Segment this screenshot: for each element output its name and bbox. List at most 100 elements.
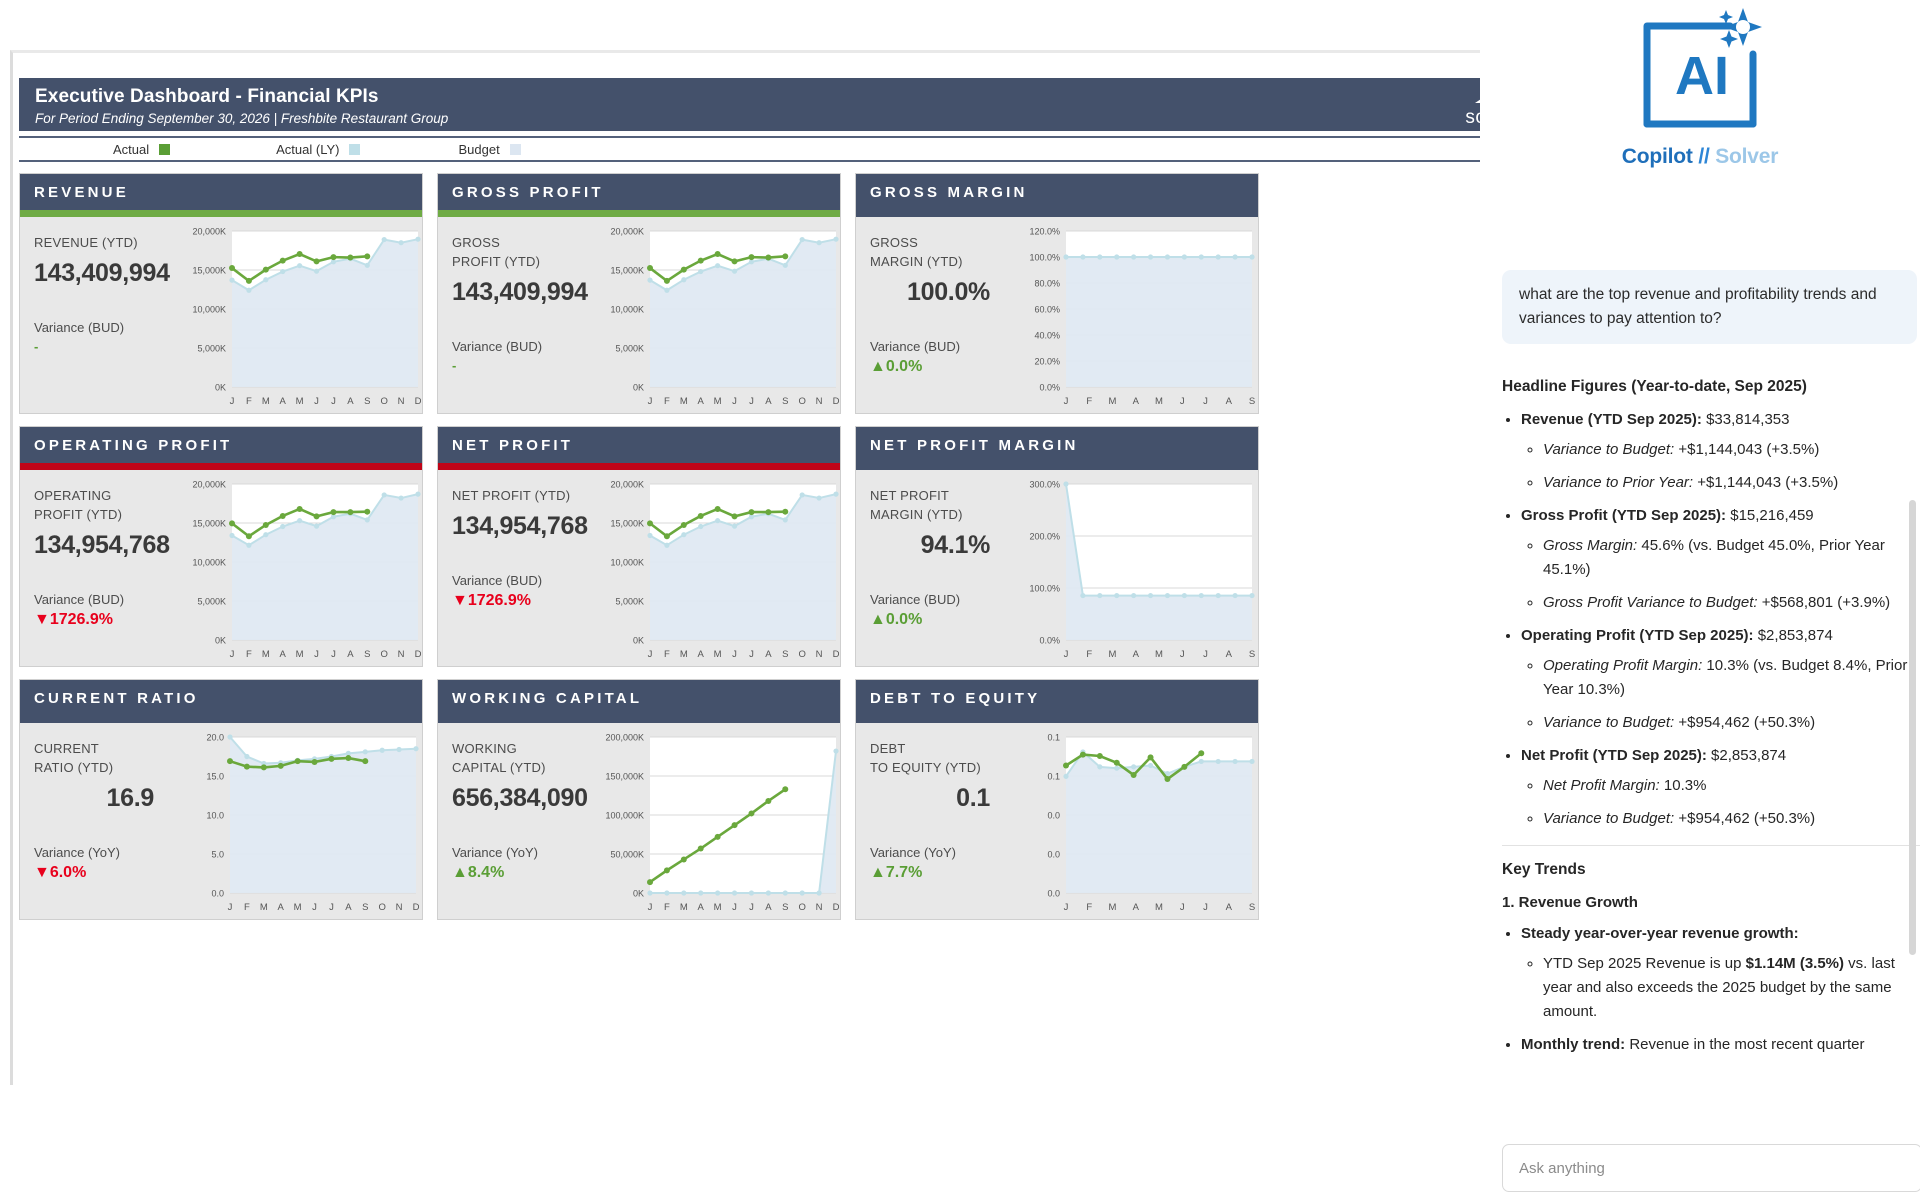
svg-text:J: J bbox=[312, 902, 317, 913]
svg-text:0.0: 0.0 bbox=[211, 889, 224, 899]
kpi-card-gross-margin[interactable]: GROSS MARGIN GROSS MARGIN (YTD) 100.0% Va… bbox=[855, 173, 1259, 414]
svg-text:M: M bbox=[262, 649, 270, 660]
ask-input[interactable]: Ask anything bbox=[1502, 1144, 1920, 1192]
svg-text:O: O bbox=[798, 649, 805, 660]
trend-number-heading: 1. Revenue Growth bbox=[1502, 894, 1638, 911]
kpi-card-grid: REVENUE REVENUE (YTD) 143,409,994 Varian… bbox=[19, 173, 1539, 932]
svg-text:D: D bbox=[414, 649, 421, 660]
kpi-variance-label: Variance (BUD) bbox=[870, 592, 961, 607]
legend-item-actual: Actual bbox=[113, 142, 171, 157]
kpi-variance-label: Variance (BUD) bbox=[34, 592, 125, 607]
svg-text:O: O bbox=[380, 649, 387, 660]
svg-text:J: J bbox=[1180, 902, 1185, 913]
kpi-card-current-ratio[interactable]: CURRENT RATIO CURRENT RATIO (YTD) 16.9 Va… bbox=[19, 679, 423, 920]
trend-bullet-1-label: Steady year-over-year revenue growth: bbox=[1521, 925, 1799, 942]
kpi-card-net-profit[interactable]: NET PROFIT NET PROFIT (YTD) 134,954,768 … bbox=[437, 426, 841, 667]
svg-text:0.0: 0.0 bbox=[1047, 811, 1060, 821]
svg-text:J: J bbox=[647, 649, 652, 660]
svg-text:15,000K: 15,000K bbox=[192, 266, 226, 276]
svg-text:N: N bbox=[397, 649, 404, 660]
sub-label: Operating Profit Margin: bbox=[1543, 657, 1703, 674]
kpi-card-net-profit-margin[interactable]: NET PROFIT MARGIN NET PROFIT MARGIN (YTD)… bbox=[855, 426, 1259, 667]
kpi-card-operating-profit[interactable]: OPERATING PROFIT OPERATING PROFIT (YTD) 1… bbox=[19, 426, 423, 667]
sub-label: Variance to Budget: bbox=[1543, 441, 1675, 458]
svg-text:5,000K: 5,000K bbox=[197, 344, 226, 354]
kpi-metric-label: NET PROFIT MARGIN (YTD) bbox=[870, 488, 963, 522]
kpi-card-body: WORKING CAPITAL (YTD) 656,384,090 Varianc… bbox=[438, 723, 840, 919]
svg-text:M: M bbox=[294, 902, 302, 913]
svg-text:A: A bbox=[345, 902, 352, 913]
list-item: Variance to Budget: +$1,144,043 (+3.5%) bbox=[1543, 438, 1920, 462]
svg-text:150,000K: 150,000K bbox=[605, 772, 644, 782]
svg-text:M: M bbox=[680, 649, 688, 660]
kpi-card-gross-profit[interactable]: GROSS PROFIT GROSS PROFIT (YTD) 143,409,9… bbox=[437, 173, 841, 414]
svg-text:J: J bbox=[749, 396, 754, 407]
svg-text:S: S bbox=[1249, 649, 1255, 660]
list-item: Steady year-over-year revenue growth: YT… bbox=[1521, 922, 1920, 1024]
kpi-value: 0.1 bbox=[956, 784, 990, 812]
svg-text:60.0%: 60.0% bbox=[1034, 305, 1060, 315]
figure-sub-list: Gross Margin: 45.6% (vs. Budget 45.0%, P… bbox=[1521, 534, 1920, 615]
kpi-variance-label: Variance (BUD) bbox=[452, 573, 543, 588]
svg-text:M: M bbox=[1155, 902, 1163, 913]
kpi-metric-label: NET PROFIT (YTD) bbox=[452, 488, 571, 503]
svg-text:J: J bbox=[1180, 649, 1185, 660]
svg-text:A: A bbox=[1133, 649, 1140, 660]
svg-text:F: F bbox=[1086, 649, 1092, 660]
kpi-sparkline-chart: 120.0% 100.0% 80.0% 60.0% 40.0% 20.0% 0.0% J F M A… bbox=[1029, 227, 1255, 408]
kpi-card-row: OPERATING PROFIT OPERATING PROFIT (YTD) 1… bbox=[19, 426, 1539, 667]
svg-text:20.0: 20.0 bbox=[206, 733, 224, 743]
kpi-accent-bar bbox=[856, 716, 1258, 723]
svg-text:100.0%: 100.0% bbox=[1029, 253, 1060, 263]
list-item: Net Profit (YTD Sep 2025): $2,853,874 Ne… bbox=[1521, 744, 1920, 831]
svg-text:80.0%: 80.0% bbox=[1034, 279, 1060, 289]
kpi-variance-label: Variance (YoY) bbox=[34, 845, 120, 860]
svg-text:S: S bbox=[1249, 396, 1255, 407]
kpi-metric-label: REVENUE (YTD) bbox=[34, 235, 138, 250]
trend-list: Steady year-over-year revenue growth: YT… bbox=[1502, 922, 1920, 1057]
kpi-card-title: CURRENT RATIO bbox=[20, 680, 422, 716]
sub-label: Variance to Budget: bbox=[1543, 714, 1675, 731]
list-item: Monthly trend: Revenue in the most recen… bbox=[1521, 1033, 1920, 1057]
svg-text:A: A bbox=[347, 649, 354, 660]
kpi-figures: GROSS PROFIT (YTD) 143,409,994 Variance (… bbox=[438, 217, 588, 413]
kpi-card-debt-to-equity[interactable]: DEBT TO EQUITY DEBT TO EQUITY (YTD) 0.1 V… bbox=[855, 679, 1259, 920]
svg-text:10,000K: 10,000K bbox=[610, 558, 644, 568]
kpi-card-title: REVENUE bbox=[20, 174, 422, 210]
svg-text:5,000K: 5,000K bbox=[615, 344, 644, 354]
kpi-card-title: WORKING CAPITAL bbox=[438, 680, 840, 716]
figure-value: $2,853,874 bbox=[1706, 747, 1787, 764]
sub-label: Gross Profit Variance to Budget: bbox=[1543, 594, 1758, 611]
svg-text:M: M bbox=[262, 396, 270, 407]
svg-text:A: A bbox=[698, 902, 705, 913]
answer-scrollbar[interactable] bbox=[1909, 500, 1916, 955]
svg-text:0.0: 0.0 bbox=[1047, 850, 1060, 860]
svg-text:J: J bbox=[749, 902, 754, 913]
ai-logo-icon: AI bbox=[1625, 6, 1775, 141]
svg-text:D: D bbox=[414, 396, 421, 407]
svg-text:N: N bbox=[815, 396, 822, 407]
legend-label: Budget bbox=[458, 141, 500, 157]
dashboard-region: Executive Dashboard - Financial KPIs For… bbox=[10, 50, 1546, 1085]
kpi-sparkline-chart: 0.1 0.1 0.0 0.0 0.0 J F M A M J J A S bbox=[1047, 733, 1255, 914]
svg-text:M: M bbox=[1155, 649, 1163, 660]
kpi-variance-label: Variance (BUD) bbox=[870, 339, 961, 354]
figure-label: Net Profit (YTD Sep 2025): bbox=[1521, 747, 1707, 764]
dashboard-canvas: Executive Dashboard - Financial KPIs For… bbox=[10, 50, 1546, 1085]
svg-text:J: J bbox=[331, 649, 336, 660]
svg-text:J: J bbox=[314, 649, 319, 660]
kpi-card-revenue[interactable]: REVENUE REVENUE (YTD) 143,409,994 Varian… bbox=[19, 173, 423, 414]
svg-text:50,000K: 50,000K bbox=[610, 850, 644, 860]
kpi-card-working-capital[interactable]: WORKING CAPITAL WORKING CAPITAL (YTD) 656… bbox=[437, 679, 841, 920]
kpi-card-body: DEBT TO EQUITY (YTD) 0.1 Variance (YoY) ▲… bbox=[856, 723, 1258, 919]
kpi-sparkline-chart: 300.0% 200.0% 100.0% 0.0% J F M A M J J A S bbox=[1029, 480, 1255, 661]
svg-text:A: A bbox=[1133, 902, 1140, 913]
sub-value: 10.3% bbox=[1659, 777, 1707, 794]
svg-text:20,000K: 20,000K bbox=[192, 227, 226, 237]
svg-text:F: F bbox=[664, 902, 670, 913]
sub-value: +$1,144,043 (+3.5%) bbox=[1674, 441, 1820, 458]
figure-sub-list: Net Profit Margin: 10.3% Variance to Budg… bbox=[1521, 774, 1920, 831]
trend-sub-1-a: YTD Sep 2025 Revenue is up bbox=[1543, 955, 1746, 972]
